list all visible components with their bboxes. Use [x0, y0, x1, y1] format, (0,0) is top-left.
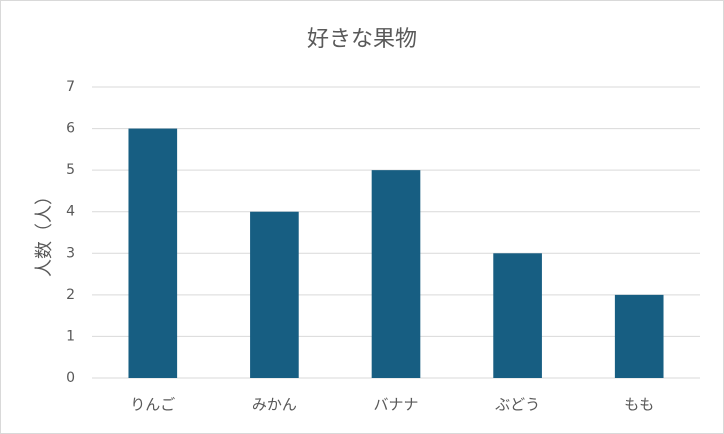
- chart-title: 好きな果物: [307, 27, 417, 52]
- x-tick-label: みかん: [252, 396, 297, 414]
- y-tick-label: 6: [66, 121, 75, 137]
- x-tick-label: ぶどう: [495, 396, 540, 414]
- x-tick-label: りんご: [130, 396, 175, 414]
- y-tick-label: 3: [66, 245, 75, 261]
- bar: [371, 170, 421, 378]
- bar: [493, 253, 542, 378]
- x-tick-label: もも: [624, 396, 654, 414]
- y-axis-title: 人数（人）: [34, 187, 55, 277]
- bar: [250, 211, 299, 378]
- y-tick-label: 5: [66, 162, 75, 178]
- y-tick-label: 4: [66, 204, 75, 220]
- y-tick-label: 1: [66, 328, 75, 344]
- y-tick-label: 7: [66, 79, 75, 95]
- y-tick-label: 0: [66, 370, 75, 386]
- y-tick-label: 2: [66, 287, 75, 303]
- x-tick-label: バナナ: [373, 396, 418, 414]
- bar: [128, 128, 178, 378]
- bar: [614, 294, 664, 378]
